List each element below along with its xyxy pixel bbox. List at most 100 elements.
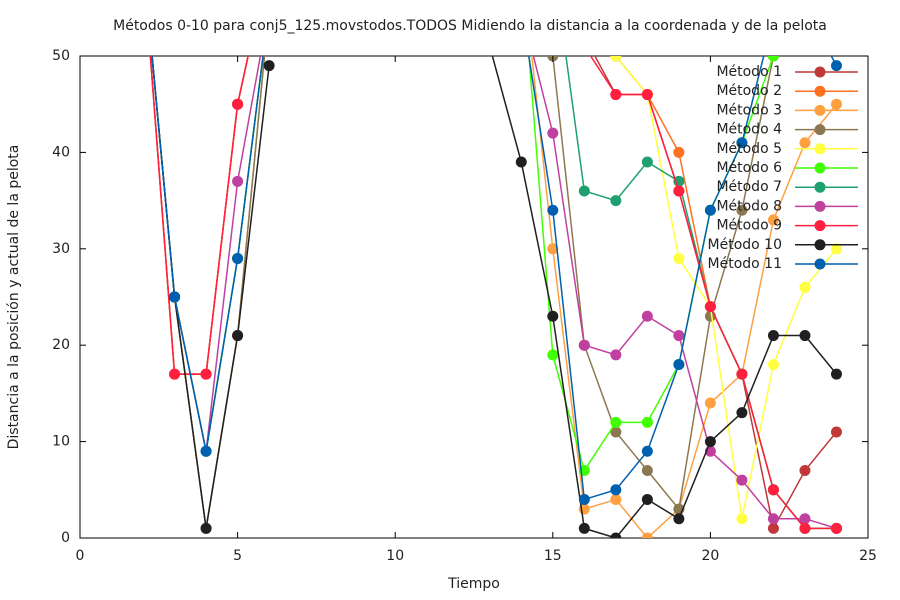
data-point xyxy=(673,330,685,342)
data-point xyxy=(830,243,842,255)
plot-area xyxy=(149,2,842,538)
data-point xyxy=(610,532,622,538)
data-point xyxy=(610,195,622,207)
data-point xyxy=(767,214,779,226)
data-point xyxy=(830,60,842,72)
legend-marker xyxy=(814,258,826,270)
legend-label: Método 10 xyxy=(708,237,782,253)
y-tick-label: 10 xyxy=(52,434,70,450)
data-point xyxy=(767,513,779,525)
data-point xyxy=(830,98,842,110)
data-point xyxy=(200,445,212,457)
data-point xyxy=(736,137,748,149)
data-point xyxy=(799,522,811,534)
data-point xyxy=(673,252,685,264)
data-point xyxy=(232,252,244,264)
legend-marker xyxy=(814,66,826,78)
x-tick-label: 25 xyxy=(859,548,877,564)
legend-label: Método 3 xyxy=(716,102,782,118)
data-point xyxy=(641,310,653,322)
legend-label: Método 6 xyxy=(716,160,782,176)
data-point xyxy=(547,127,559,139)
data-point xyxy=(264,2,275,13)
x-tick-label: 20 xyxy=(701,548,719,564)
data-point xyxy=(232,330,244,342)
data-point xyxy=(704,204,716,216)
data-point xyxy=(516,2,527,13)
data-point xyxy=(736,513,748,525)
data-point xyxy=(830,368,842,380)
data-point xyxy=(704,436,716,448)
data-point xyxy=(547,243,559,255)
data-point xyxy=(767,484,779,496)
data-point xyxy=(264,2,275,13)
data-point xyxy=(736,368,748,380)
data-point xyxy=(264,2,275,13)
data-point xyxy=(799,2,810,13)
data-point xyxy=(736,204,748,216)
legend-marker xyxy=(814,124,826,136)
data-point xyxy=(578,185,590,197)
data-point xyxy=(169,291,181,303)
data-point xyxy=(736,474,748,486)
data-point xyxy=(799,513,811,525)
data-point xyxy=(232,98,244,110)
data-point xyxy=(736,407,748,419)
data-point xyxy=(610,56,622,62)
data-point xyxy=(799,330,811,342)
data-point xyxy=(673,185,685,197)
legend-label: Método 9 xyxy=(716,218,782,234)
data-point xyxy=(579,2,590,13)
data-point xyxy=(799,137,811,149)
data-point xyxy=(831,2,842,13)
data-point xyxy=(610,89,622,101)
data-point xyxy=(673,513,685,525)
data-point xyxy=(578,339,590,351)
data-point xyxy=(704,397,716,409)
data-point xyxy=(610,426,622,438)
y-tick-label: 20 xyxy=(52,337,70,353)
data-point xyxy=(610,493,622,505)
data-point xyxy=(641,156,653,168)
data-point xyxy=(578,493,590,505)
x-tick-label: 10 xyxy=(386,548,404,564)
data-point xyxy=(641,493,653,505)
data-point xyxy=(830,522,842,534)
data-point xyxy=(767,358,779,370)
data-point xyxy=(264,2,275,13)
legend-label: Método 8 xyxy=(716,198,782,214)
data-point xyxy=(610,484,622,496)
data-point xyxy=(641,465,653,477)
legend-label: Método 5 xyxy=(716,141,782,157)
legend-marker xyxy=(814,220,826,232)
data-point xyxy=(547,204,559,216)
data-point xyxy=(610,349,622,361)
data-point xyxy=(831,2,842,13)
data-point xyxy=(704,301,716,313)
y-tick-label: 40 xyxy=(52,144,70,160)
legend: Método 1 Método 2 Método 3 Método 4 Método 5… xyxy=(708,64,858,272)
data-point xyxy=(516,2,527,13)
data-point xyxy=(799,281,811,293)
x-tick-label: 5 xyxy=(233,548,242,564)
data-point xyxy=(799,2,810,13)
legend-marker xyxy=(814,162,826,174)
data-point xyxy=(484,41,495,52)
legend-label: Método 11 xyxy=(708,256,782,272)
data-point xyxy=(641,532,653,538)
data-point xyxy=(547,310,559,322)
data-point xyxy=(515,156,527,168)
legend-marker xyxy=(814,181,826,193)
legend-marker xyxy=(814,200,826,212)
data-point xyxy=(673,146,685,158)
data-point xyxy=(232,175,244,187)
data-point xyxy=(830,426,842,438)
data-point xyxy=(264,2,275,13)
data-point xyxy=(200,522,212,534)
data-point xyxy=(799,2,810,13)
data-point xyxy=(767,330,779,342)
chart-title: Métodos 0-10 para conj5_125.movstodos.TO… xyxy=(113,18,827,34)
data-point xyxy=(641,445,653,457)
x-axis-label: Tiempo xyxy=(447,576,500,592)
data-point xyxy=(579,41,590,52)
